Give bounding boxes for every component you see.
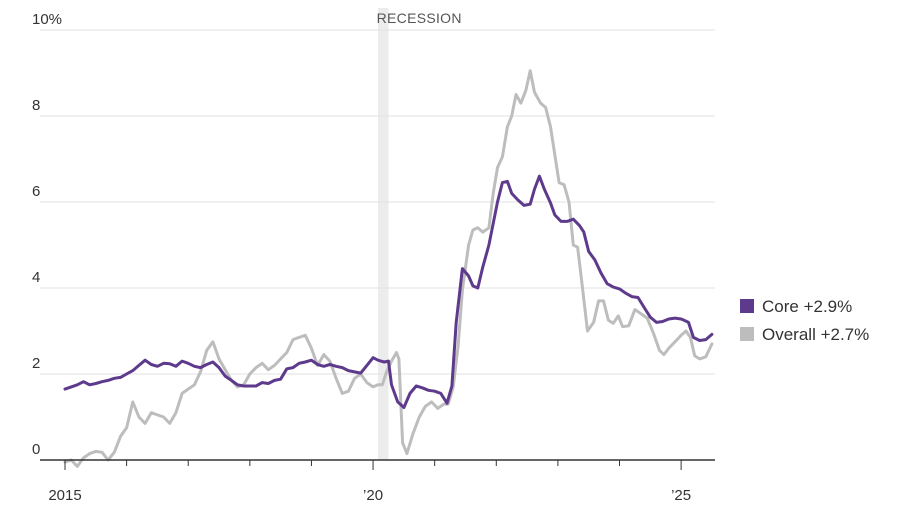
- legend-swatch-core: [740, 299, 754, 313]
- legend: Core +2.9% Overall +2.7%: [740, 297, 869, 344]
- y-tick-label-10: 10%: [32, 11, 62, 28]
- legend-label-core: Core +2.9%: [762, 297, 852, 316]
- x-axis-ticks: 2015 ’20 ’25: [48, 460, 691, 504]
- series-line-core: [63, 174, 714, 409]
- y-axis-labels: 0 2 4 6 8 10%: [32, 11, 62, 458]
- recession-label: RECESSION: [377, 10, 462, 26]
- y-tick-label-6: 6: [32, 183, 40, 200]
- y-tick-label-2: 2: [32, 355, 40, 372]
- series-line-overall: [63, 69, 714, 468]
- y-tick-label-8: 8: [32, 97, 40, 114]
- recession-band: [377, 8, 389, 460]
- legend-label-overall: Overall +2.7%: [762, 325, 869, 344]
- legend-swatch-overall: [740, 327, 754, 341]
- y-tick-label-4: 4: [32, 269, 40, 286]
- x-tick-label-2025: ’25: [671, 487, 691, 504]
- x-tick-label-2015: 2015: [48, 487, 81, 504]
- gridlines: [40, 29, 715, 375]
- x-tick-label-2020: ’20: [363, 487, 383, 504]
- y-tick-label-0: 0: [32, 441, 40, 458]
